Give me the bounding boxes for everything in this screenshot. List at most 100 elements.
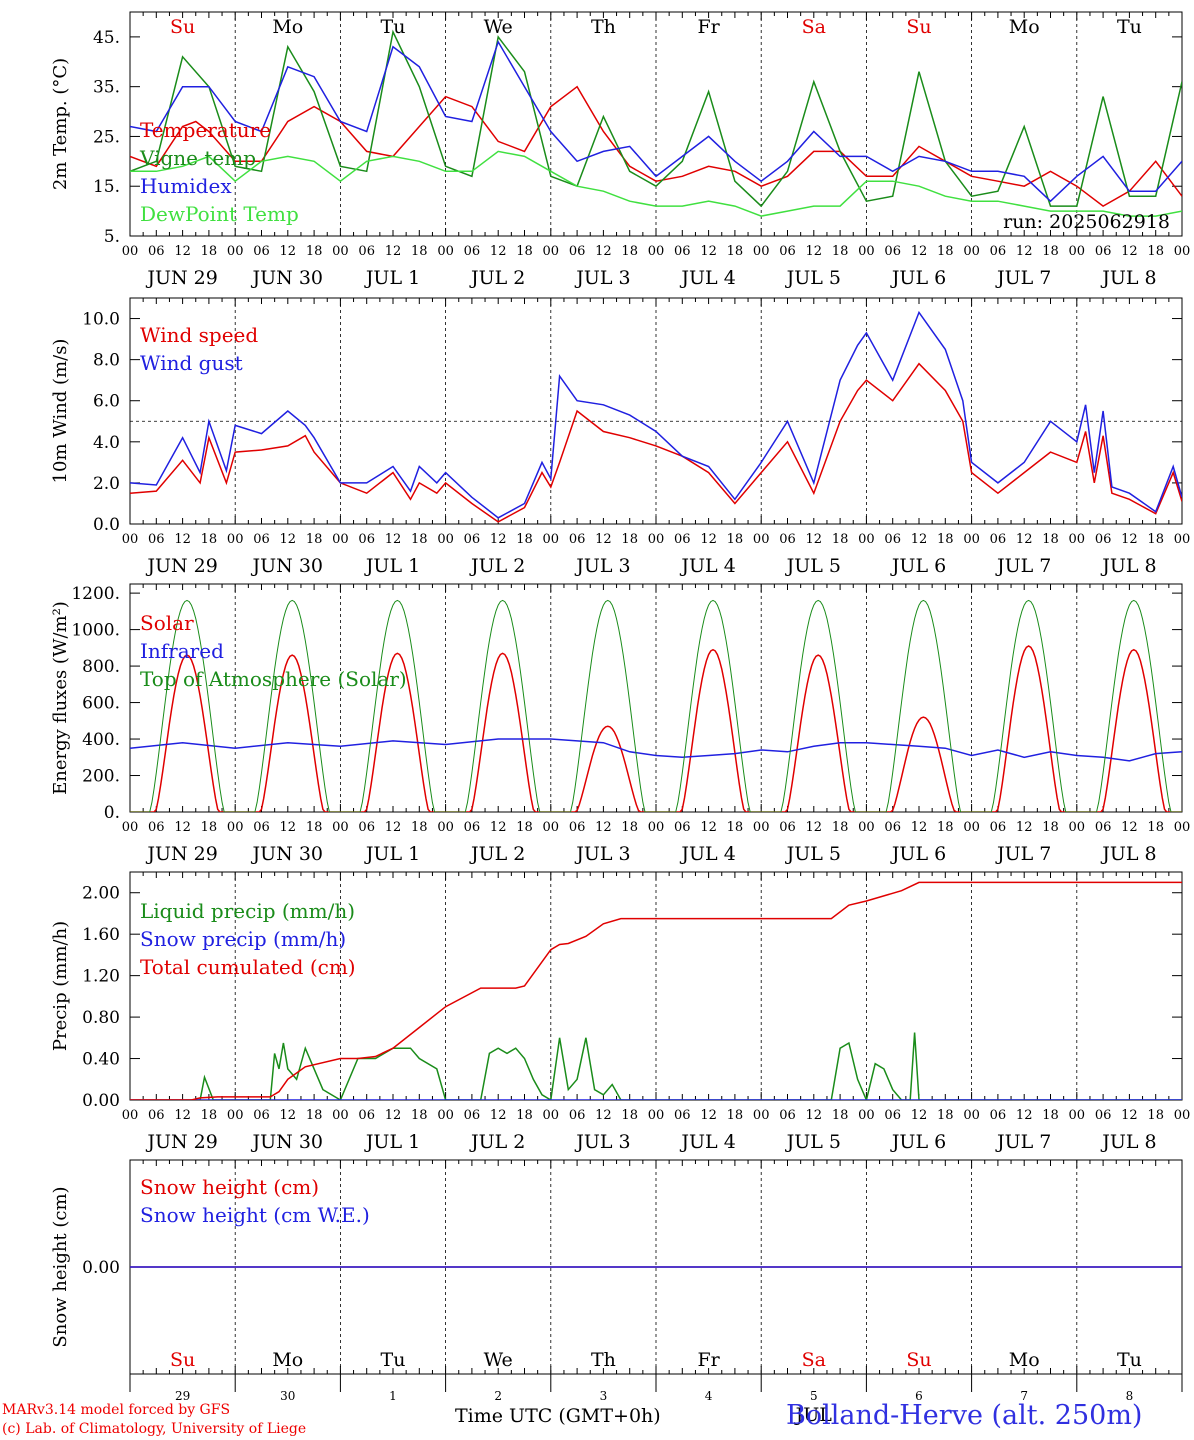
hour-tick-label: 12 [911, 1108, 928, 1123]
hour-tick-label: 12 [174, 532, 191, 547]
y-tick-label: 1200. [71, 584, 120, 604]
day-number: 8 [1126, 1389, 1134, 1403]
series-group [130, 881, 1182, 1100]
hour-tick-label: 18 [832, 1108, 849, 1123]
y-tick-label: 200. [82, 767, 120, 787]
day-number: 30 [280, 1389, 295, 1403]
hour-tick-label: 00 [753, 244, 770, 259]
hour-tick-label: 06 [884, 532, 901, 547]
hour-tick-label: 00 [858, 244, 875, 259]
hour-tick-label: 00 [543, 532, 560, 547]
hour-tick-label: 00 [1174, 820, 1191, 835]
y-tick-label: 8.0 [93, 351, 120, 371]
hour-tick-label: 00 [543, 820, 560, 835]
date-label: JUN 30 [251, 843, 323, 865]
hour-tick-label: 06 [358, 532, 375, 547]
date-label: JUN 29 [145, 555, 217, 577]
hour-tick-label: 06 [1095, 820, 1112, 835]
series-top-of-atmosphere-solar- [130, 599, 1182, 812]
hour-tick-label: 00 [1069, 1108, 1086, 1123]
hour-tick-label: 18 [411, 820, 428, 835]
y-tick-label: 1.60 [82, 925, 120, 945]
hour-tick-label: 06 [464, 820, 481, 835]
hour-tick-label: 18 [306, 244, 323, 259]
hour-tick-label: 00 [648, 244, 665, 259]
hour-tick-label: 06 [1095, 244, 1112, 259]
hour-tick-label: 18 [1042, 820, 1059, 835]
hour-tick-label: 12 [490, 1108, 507, 1123]
hour-tick-label: 00 [227, 532, 244, 547]
hour-tick-label: 12 [700, 244, 717, 259]
date-label: JUL 4 [679, 843, 735, 865]
hour-tick-label: 18 [727, 532, 744, 547]
day-number: 7 [1020, 1389, 1028, 1403]
hour-tick-label: 06 [148, 244, 165, 259]
date-label: JUL 2 [469, 555, 525, 577]
y-tick-label: 400. [82, 730, 120, 750]
hour-tick-label: 18 [832, 820, 849, 835]
day-name: Su [906, 16, 931, 38]
date-label: JUL 1 [364, 843, 420, 865]
hour-tick-label: 12 [806, 1108, 823, 1123]
hour-tick-label: 12 [1016, 532, 1033, 547]
y-tick-label: 0. [104, 803, 120, 823]
hour-tick-label: 12 [174, 1108, 191, 1123]
day-name-bottom: Sa [802, 1349, 826, 1371]
hour-tick-label: 06 [884, 244, 901, 259]
day-name-bottom: Mo [272, 1349, 303, 1371]
hour-tick-label: 00 [1069, 820, 1086, 835]
legend-entry: Vigne temp [139, 146, 256, 170]
series-solar [130, 645, 1182, 812]
hour-tick-label: 00 [227, 244, 244, 259]
hour-tick-label: 06 [779, 820, 796, 835]
hour-tick-label: 06 [674, 532, 691, 547]
hour-tick-label: 12 [911, 532, 928, 547]
y-tick-label: 0.00 [82, 1258, 120, 1278]
date-label: JUL 6 [890, 555, 946, 577]
day-name: Mo [272, 16, 303, 38]
hour-tick-label: 12 [595, 532, 612, 547]
date-label: JUL 1 [364, 267, 420, 289]
day-number: 29 [175, 1389, 190, 1403]
date-label: JUL 3 [574, 843, 630, 865]
hour-tick-label: 06 [990, 532, 1007, 547]
y-tick-label: 5. [104, 227, 120, 247]
day-name-bottom: Su [170, 1349, 195, 1371]
hour-tick-label: 12 [174, 244, 191, 259]
hour-tick-label: 18 [306, 1108, 323, 1123]
hour-tick-label: 06 [358, 820, 375, 835]
date-label: JUL 3 [574, 267, 630, 289]
hour-tick-label: 00 [858, 820, 875, 835]
y-axis-label: 10m Wind (m/s) [50, 339, 71, 484]
hour-tick-label: 06 [779, 532, 796, 547]
day-name: Sa [802, 16, 826, 38]
hour-tick-label: 00 [963, 532, 980, 547]
series-vigne-temp [130, 29, 1182, 208]
hour-tick-label: 18 [621, 820, 638, 835]
day-name: We [484, 16, 513, 38]
day-name: Mo [1009, 16, 1040, 38]
hour-tick-label: 00 [227, 820, 244, 835]
hour-tick-label: 18 [201, 1108, 218, 1123]
day-name-bottom: Tu [381, 1349, 406, 1371]
legend-entry: Top of Atmosphere (Solar) [140, 667, 407, 691]
hour-tick-label: 00 [437, 244, 454, 259]
date-label: JUN 30 [251, 1131, 323, 1153]
hour-tick-label: 12 [1121, 244, 1138, 259]
hour-tick-label: 18 [621, 532, 638, 547]
hour-tick-label: 06 [990, 244, 1007, 259]
hour-tick-label: 12 [806, 532, 823, 547]
hour-tick-label: 12 [911, 820, 928, 835]
credit-model: MARv3.14 model forced by GFS [2, 1402, 231, 1418]
hour-tick-label: 06 [464, 244, 481, 259]
hour-tick-label: 12 [700, 532, 717, 547]
hour-tick-label: 00 [332, 532, 349, 547]
date-label: JUL 8 [1100, 1131, 1156, 1153]
hour-tick-label: 12 [280, 244, 297, 259]
day-number: 5 [810, 1389, 818, 1403]
date-label: JUL 4 [679, 1131, 735, 1153]
hour-tick-label: 18 [937, 1108, 954, 1123]
hour-tick-label: 18 [1147, 532, 1164, 547]
hour-tick-label: 00 [1174, 244, 1191, 259]
hour-tick-label: 06 [464, 532, 481, 547]
